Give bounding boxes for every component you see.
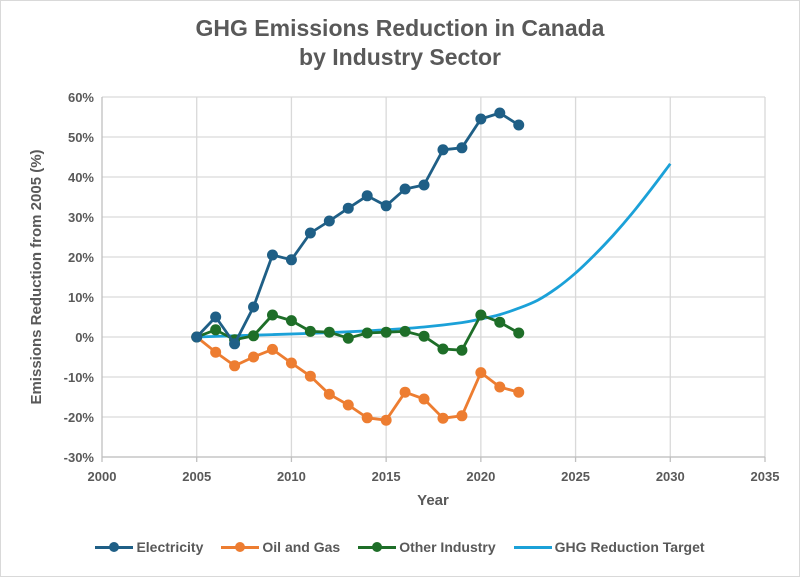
data-point-other-industry (475, 309, 487, 321)
data-point-electricity (475, 113, 487, 125)
chart-title-line-1: GHG Emissions Reduction in Canada (195, 15, 605, 41)
data-point-other-industry (266, 309, 278, 321)
x-tick-label: 2020 (466, 469, 495, 484)
x-tick-label: 2000 (88, 469, 117, 484)
legend-swatch-icon (221, 541, 260, 553)
data-point-electricity (266, 249, 278, 261)
data-point-oil-and-gas (456, 410, 468, 422)
data-point-other-industry (304, 325, 316, 337)
y-axis-label: Emissions Reduction from 2005 (%) (28, 149, 45, 404)
y-tick-label: 20% (68, 250, 94, 265)
data-point-other-industry (248, 330, 260, 342)
data-point-oil-and-gas (475, 367, 487, 379)
data-point-oil-and-gas (323, 388, 335, 400)
x-axis-label: Year (417, 492, 449, 509)
data-point-electricity (437, 144, 449, 156)
data-point-electricity (210, 311, 222, 323)
chart-title-line-2: by Industry Sector (299, 44, 501, 70)
data-point-other-industry (361, 327, 373, 339)
data-point-electricity (399, 183, 411, 195)
axes: 60% 50% 40% 30% 20% 10% 0% -10% -20% -30% 2000 2005… (64, 90, 780, 484)
x-tick-label: 2010 (277, 469, 306, 484)
data-point-electricity (456, 142, 468, 154)
data-point-electricity (380, 200, 392, 212)
legend-swatch-icon (95, 541, 134, 553)
data-point-electricity (191, 331, 203, 343)
legend-item-electricity: Electricity (95, 539, 203, 555)
legend-label: Oil and Gas (262, 539, 341, 555)
x-tick-label: 2035 (751, 469, 780, 484)
y-tick-label: 0% (75, 330, 94, 345)
legend-label: GHG Reduction Target (554, 539, 705, 555)
data-point-other-industry (513, 327, 525, 339)
chart-title: GHG Emissions Reduction in Canada by Ind… (0, 14, 800, 72)
data-point-oil-and-gas (229, 360, 241, 372)
x-tick-label: 2030 (656, 469, 685, 484)
data-point-oil-and-gas (437, 412, 449, 424)
series-electricity (191, 107, 525, 350)
data-point-oil-and-gas (285, 357, 297, 369)
y-tick-label: 30% (68, 210, 94, 225)
data-point-electricity (361, 190, 373, 202)
x-tick-label: 2025 (561, 469, 590, 484)
legend-label: Other Industry (399, 539, 496, 555)
y-tick-label: 40% (68, 170, 94, 185)
series-line-ghg-reduction-target (196, 162, 672, 339)
data-point-electricity (342, 202, 354, 214)
y-tick-label: -10% (64, 370, 95, 385)
series-oil-and-gas (191, 331, 525, 426)
data-point-other-industry (399, 325, 411, 337)
grid (102, 96, 766, 458)
data-point-other-industry (437, 343, 449, 355)
series-ghg-reduction-target (196, 162, 672, 339)
data-point-oil-and-gas (210, 346, 222, 358)
x-tick-label: 2015 (372, 469, 401, 484)
data-point-oil-and-gas (342, 399, 354, 411)
data-point-electricity (304, 227, 316, 239)
data-point-oil-and-gas (513, 386, 525, 398)
data-point-oil-and-gas (380, 414, 392, 426)
data-point-electricity (323, 215, 335, 227)
data-point-oil-and-gas (418, 393, 430, 405)
series-line-oil-and-gas (195, 335, 520, 422)
x-tick-label: 2005 (182, 469, 211, 484)
data-point-other-industry (418, 330, 430, 342)
legend-item-oil-and-gas: Oil and Gas (221, 539, 340, 555)
data-point-oil-and-gas (266, 343, 278, 355)
data-point-oil-and-gas (304, 370, 316, 382)
y-tick-label: 60% (68, 90, 94, 105)
data-point-other-industry (323, 326, 335, 338)
data-point-electricity (285, 254, 297, 266)
data-point-oil-and-gas (494, 381, 506, 393)
data-point-other-industry (342, 332, 354, 344)
y-tick-label: 10% (68, 290, 94, 305)
data-point-other-industry (380, 326, 392, 338)
data-point-electricity (494, 107, 506, 119)
data-point-other-industry (285, 315, 297, 327)
series-line-electricity (195, 111, 520, 346)
y-tick-label: -20% (64, 410, 95, 425)
data-point-electricity (418, 179, 430, 191)
legend-item-ghg-reduction-target: GHG Reduction Target (513, 539, 705, 555)
y-tick-label: 50% (68, 130, 94, 145)
series-group (191, 107, 672, 426)
data-point-electricity (229, 338, 241, 350)
legend: Electricity Oil and Gas Other Industry GHG … (0, 539, 800, 555)
legend-label: Electricity (136, 539, 204, 555)
data-point-other-industry (210, 324, 222, 336)
data-point-oil-and-gas (399, 386, 411, 398)
data-point-oil-and-gas (361, 412, 373, 424)
legend-item-other-industry: Other Industry (358, 539, 496, 555)
data-point-electricity (248, 301, 260, 313)
data-point-other-industry (456, 344, 468, 356)
legend-swatch-icon (358, 541, 397, 553)
data-point-other-industry (494, 316, 506, 328)
data-point-electricity (513, 119, 525, 131)
data-point-oil-and-gas (248, 351, 260, 363)
y-tick-label: -30% (64, 450, 95, 465)
legend-swatch-icon (513, 541, 552, 553)
